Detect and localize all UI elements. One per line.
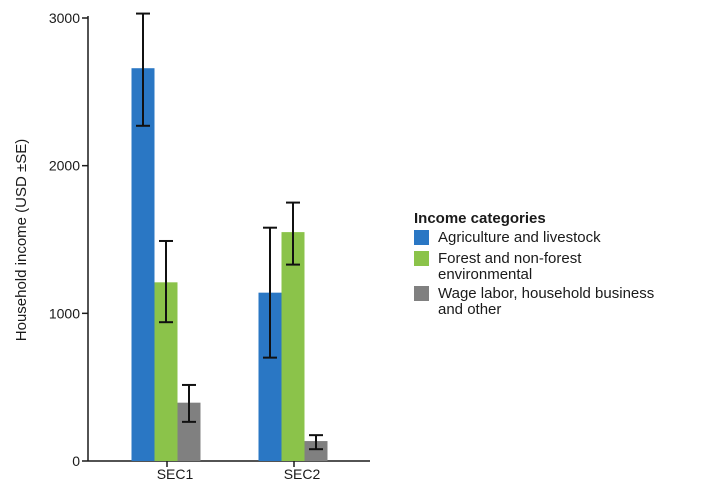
legend-swatch xyxy=(414,251,429,266)
legend-swatch xyxy=(414,286,429,301)
legend-label: Agriculture and livestock xyxy=(438,229,601,246)
x-axis: SEC1 SEC2 xyxy=(88,460,370,482)
y-axis: 0 1000 2000 3000 xyxy=(49,10,89,469)
bars-group xyxy=(131,68,328,461)
y-axis-title: Household income (USD ±SE) xyxy=(13,139,30,341)
x-tick-label: SEC1 xyxy=(157,466,194,482)
y-tick-label: 2000 xyxy=(49,158,80,174)
bar xyxy=(131,68,155,461)
legend-label: Forest and non-forest environmental xyxy=(438,250,582,283)
y-tick-label: 3000 xyxy=(49,10,80,26)
y-tick-label: 1000 xyxy=(49,305,80,321)
legend: Income categories Agriculture and livest… xyxy=(414,210,654,318)
legend-title: Income categories xyxy=(414,210,546,227)
error-bars-group xyxy=(136,12,323,451)
y-tick-label: 0 xyxy=(72,453,80,469)
bar xyxy=(258,292,282,461)
bar xyxy=(281,232,305,461)
bar xyxy=(154,282,178,461)
bar xyxy=(304,441,328,461)
legend-label: Wage labor, household business and other xyxy=(438,285,654,318)
legend-swatch xyxy=(414,230,429,245)
bar xyxy=(177,402,201,461)
x-tick-label: SEC2 xyxy=(284,466,321,482)
